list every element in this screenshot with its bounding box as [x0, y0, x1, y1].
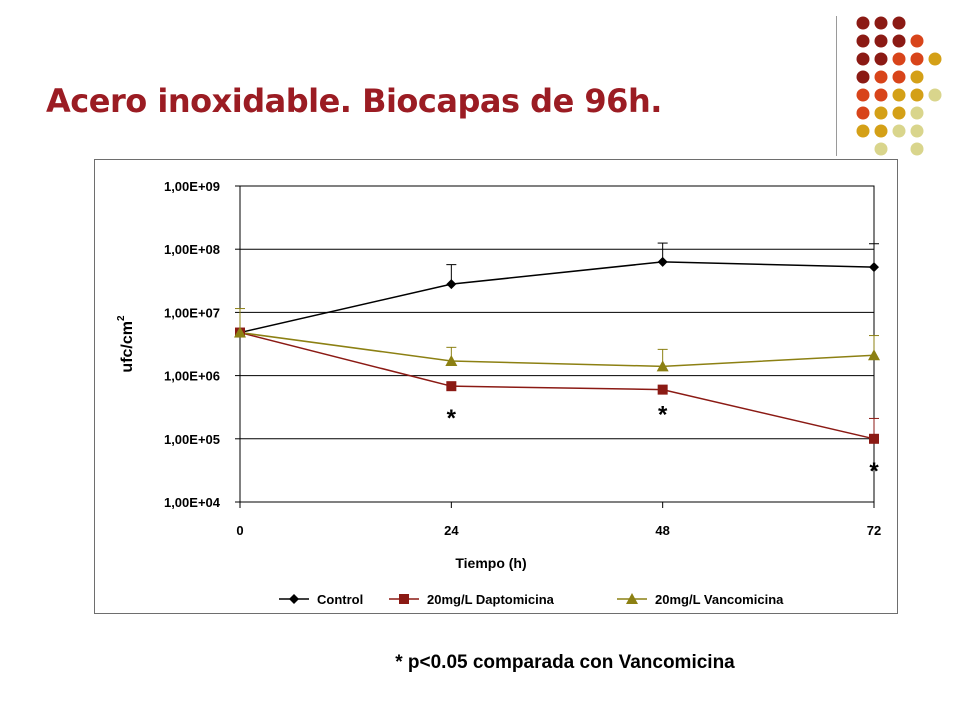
decorative-dot: [892, 88, 906, 102]
legend-marker: [289, 594, 299, 604]
decorative-dot: [910, 106, 924, 120]
legend-label: 20mg/L Vancomicina: [655, 592, 784, 607]
decorative-dot: [874, 106, 888, 120]
decorative-dot: [856, 34, 870, 48]
chart: 1,00E+04 1,00E+05 1,00E+06 1,00E+07 1,00E+08…: [116, 179, 881, 607]
series-line: [239, 331, 875, 440]
y-tick-label: 1,00E+06: [164, 369, 220, 384]
slide-title: Acero inoxidable. Biocapas de 96h.: [46, 82, 662, 120]
y-tick-label: 1,00E+07: [164, 305, 220, 320]
decorative-dot: [892, 106, 906, 120]
x-tick-label: 48: [655, 523, 669, 538]
decorative-dot: [874, 124, 888, 138]
decorative-dot: [874, 70, 888, 84]
decorative-dot: [910, 124, 924, 138]
y-tick-label: 1,00E+09: [164, 179, 220, 194]
legend-marker: [626, 593, 638, 604]
decorative-dot: [892, 52, 906, 66]
decorative-dot: [874, 34, 888, 48]
decorative-dot: [856, 52, 870, 66]
decorative-dot: [874, 16, 888, 30]
y-tick-label: 1,00E+04: [164, 495, 221, 510]
decorative-dot-grid: [856, 16, 942, 156]
data-point: [656, 360, 669, 372]
y-tick-label: 1,00E+05: [164, 432, 220, 447]
decorative-dot: [928, 88, 942, 102]
decorative-dot: [892, 70, 906, 84]
x-tick-label: 0: [236, 523, 243, 538]
data-point: [446, 279, 457, 290]
series-line: [239, 261, 875, 334]
y-axis-label-text: ufc/cm: [119, 321, 136, 373]
decorative-dot: [874, 142, 888, 156]
x-tick-label: 72: [867, 523, 881, 538]
decorative-dot: [856, 16, 870, 30]
decorative-dot: [910, 70, 924, 84]
decorative-dot: [910, 34, 924, 48]
significance-marker: *: [658, 402, 668, 429]
decorative-dot: [874, 88, 888, 102]
data-point: [869, 433, 879, 444]
x-tick-label: 24: [444, 523, 459, 538]
decorative-dot: [910, 142, 924, 156]
decorative-dot: [928, 52, 942, 66]
data-point: [445, 355, 458, 367]
significance-marker: *: [869, 458, 879, 485]
decorative-dot: [892, 34, 906, 48]
data-point: [868, 349, 880, 361]
decorative-dot: [856, 70, 870, 84]
divider-line: [836, 16, 837, 156]
legend-label: 20mg/L Daptomicina: [427, 592, 555, 607]
decorative-dot: [910, 88, 924, 102]
y-tick-label: 1,00E+08: [164, 242, 220, 257]
decorative-dot: [910, 52, 924, 66]
decorative-dot: [856, 88, 870, 102]
data-point: [234, 326, 246, 338]
decorative-dot: [874, 52, 888, 66]
plot-area: [239, 185, 875, 503]
y-axis-label-superscript: 2: [116, 315, 127, 321]
decorative-dot: [892, 16, 906, 30]
decorative-dot: [892, 124, 906, 138]
legend-label: Control: [317, 592, 363, 607]
y-axis-label: ufc/cm2: [116, 315, 136, 373]
data-point: [657, 384, 668, 395]
legend-marker: [399, 594, 409, 604]
decorative-dot: [856, 106, 870, 120]
significance-marker: *: [447, 405, 457, 432]
data-point: [657, 256, 668, 267]
footnote: * p<0.05 comparada con Vancomicina: [395, 652, 735, 673]
x-axis-label: Tiempo (h): [455, 555, 526, 571]
data-point: [446, 381, 457, 392]
series-line: [239, 331, 875, 368]
data-point: [869, 262, 879, 273]
decorative-dot: [856, 124, 870, 138]
